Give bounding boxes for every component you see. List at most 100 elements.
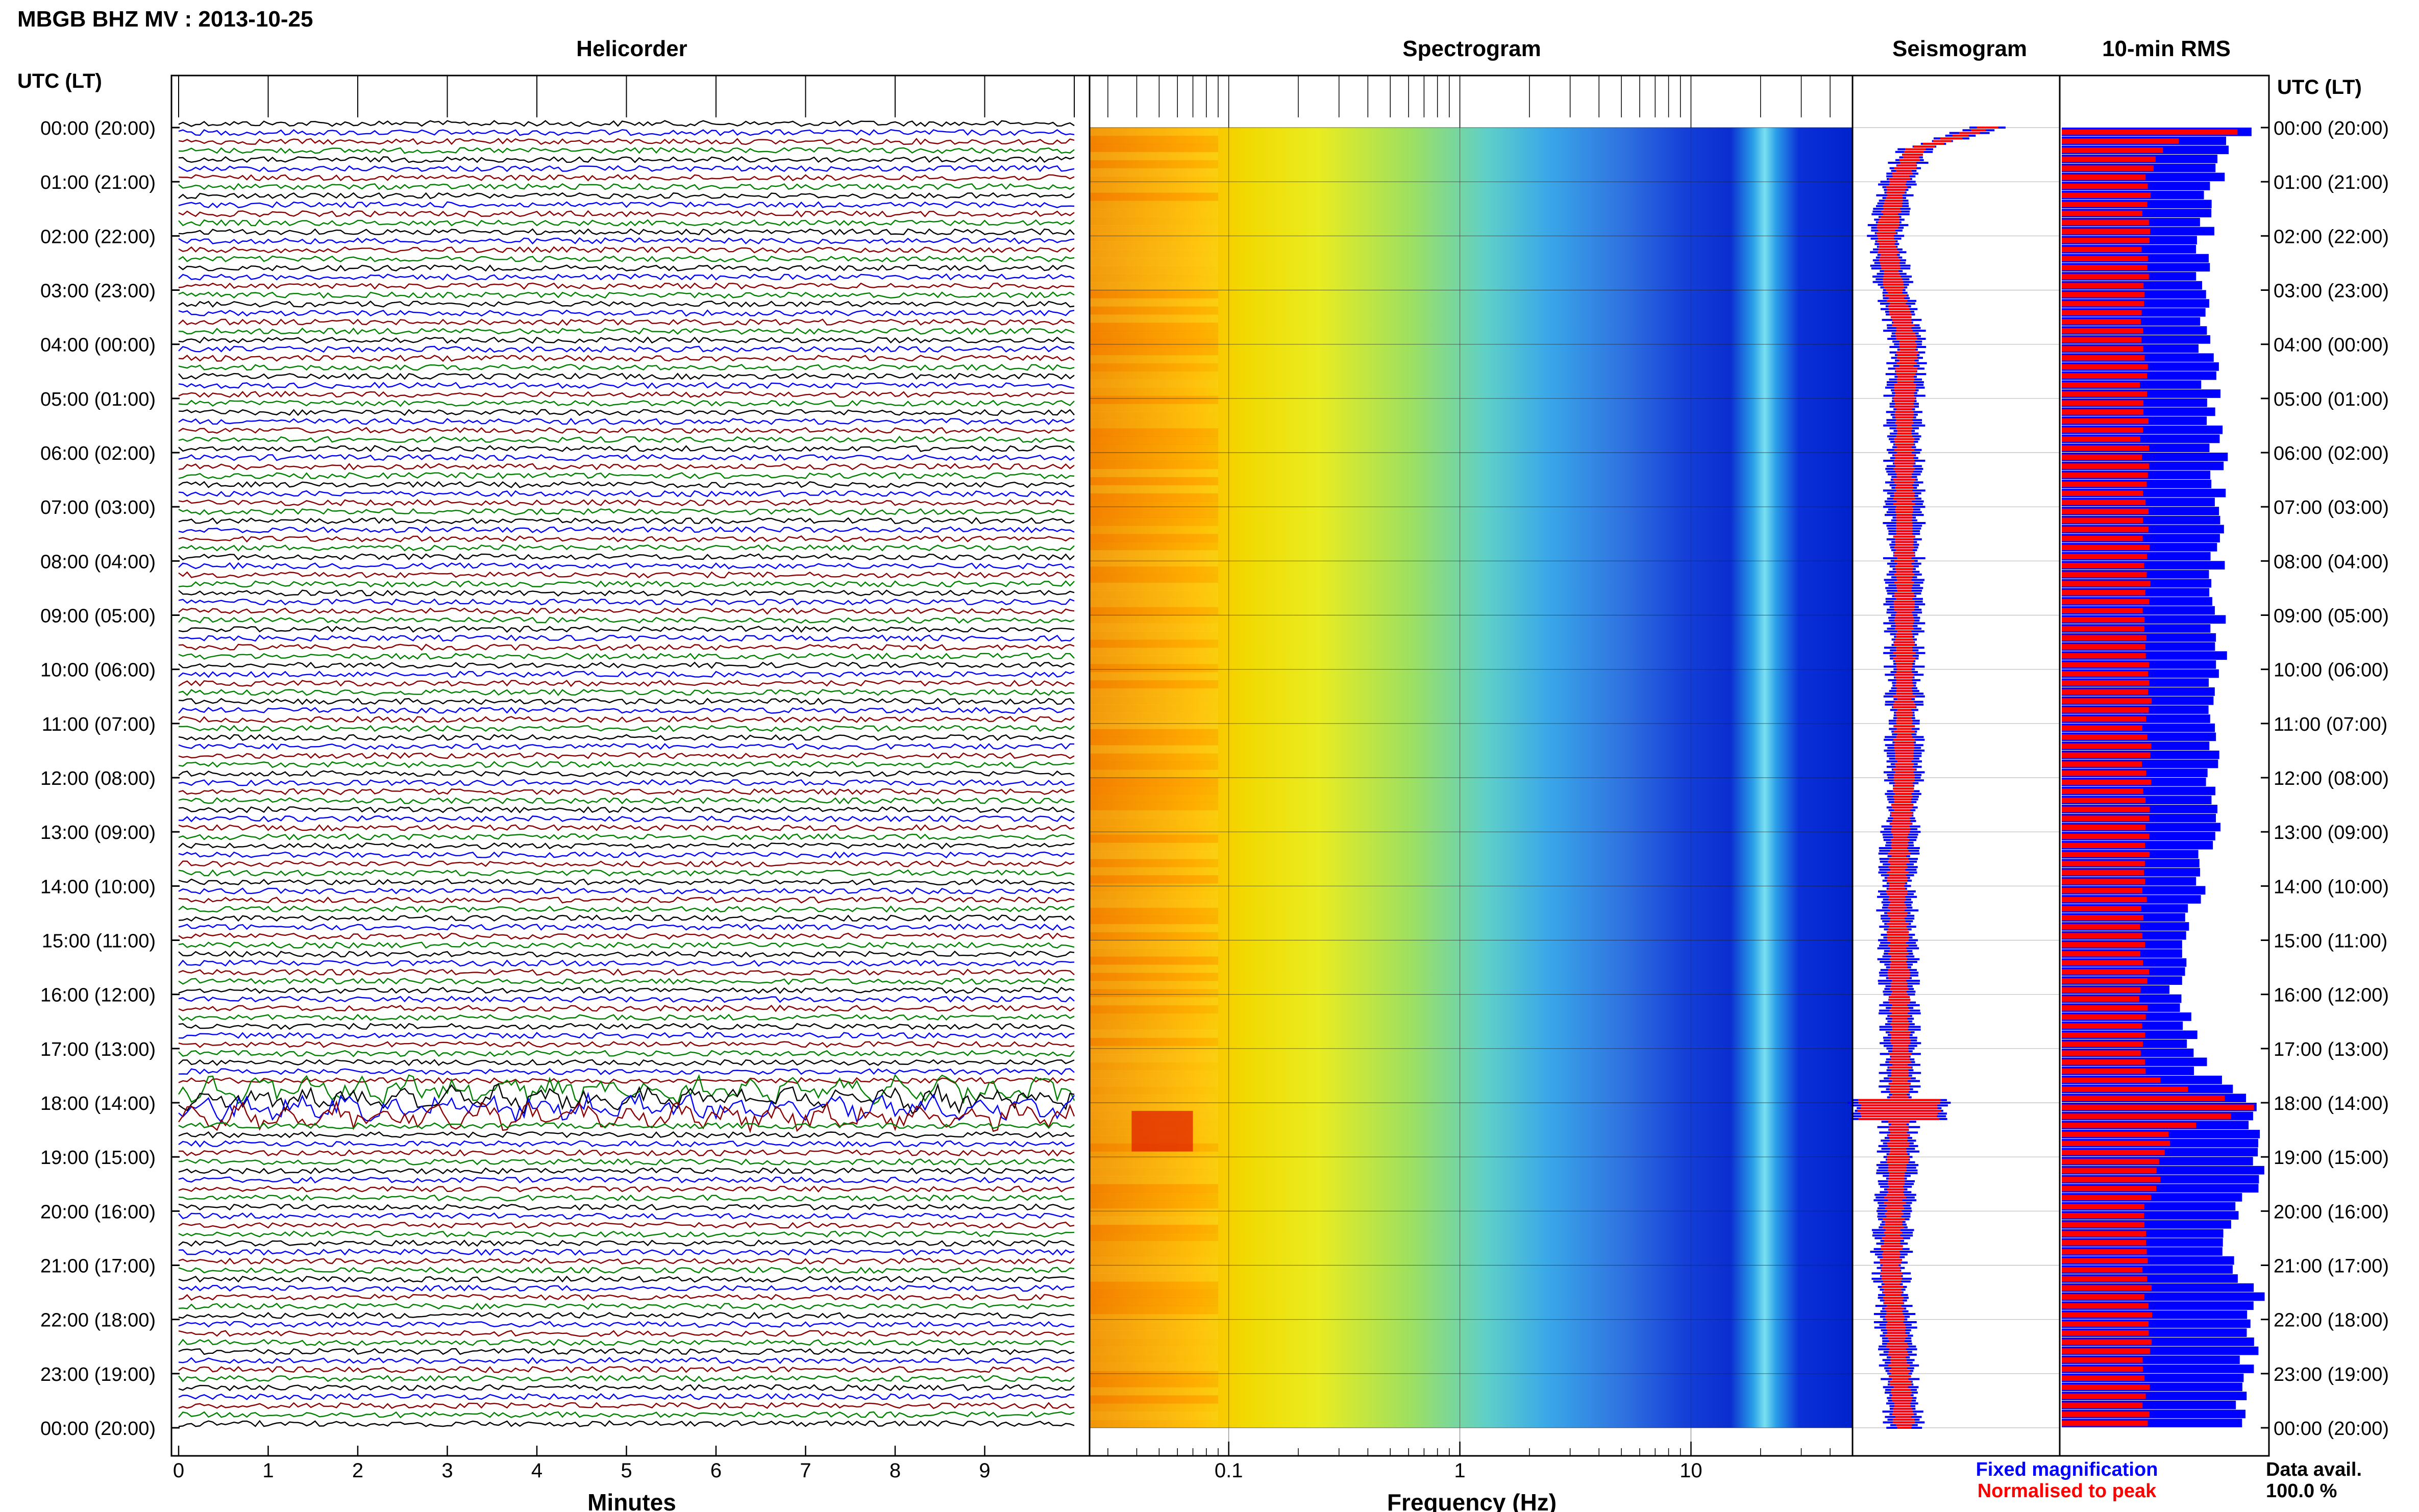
spectrogram-row	[1090, 810, 1218, 819]
spectrogram-row	[1090, 152, 1218, 161]
spectrogram-row	[1090, 1338, 1218, 1347]
spectrogram-row	[1090, 656, 1218, 664]
spectrogram-row	[1090, 1086, 1218, 1095]
spectrogram-row	[1090, 241, 1218, 250]
spectrogram-row	[1090, 802, 1218, 811]
spectrogram-row	[1090, 143, 1218, 153]
rms-bar-normalised	[2062, 1312, 2152, 1318]
rms-bar-normalised	[2062, 156, 2156, 162]
helicorder-trace	[178, 544, 1075, 552]
helicorder-trace	[178, 905, 1075, 913]
helicorder-trace	[178, 264, 1075, 272]
rms-bar-normalised	[2062, 960, 2143, 966]
time-label-left: 01:00 (21:00)	[40, 172, 156, 193]
rms-bar-normalised	[2062, 879, 2145, 884]
rms-bar-normalised	[2062, 1348, 2150, 1354]
spectrogram-row	[1090, 590, 1218, 600]
spectrogram-row	[1090, 225, 1218, 234]
spectrogram-row	[1090, 639, 1218, 648]
time-label-right: 22:00 (18:00)	[2274, 1310, 2389, 1331]
spectrogram-row	[1090, 184, 1218, 193]
spectrogram-row	[1090, 1054, 1218, 1062]
time-label-right: 00:00 (20:00)	[2274, 1418, 2389, 1440]
spectrogram-row	[1090, 834, 1218, 843]
rms-bar-normalised	[2062, 1141, 2170, 1146]
spectrogram-row	[1090, 168, 1218, 177]
helicorder-trace	[178, 1330, 1075, 1337]
helicorder-trace	[178, 282, 1075, 290]
rms-bar-normalised	[2062, 319, 2141, 325]
spectrogram-row	[1090, 1029, 1218, 1038]
helicorder-trace	[178, 445, 1075, 452]
spectrogram-row	[1090, 534, 1218, 542]
rms-bar-normalised	[2062, 400, 2144, 406]
spectrogram-row	[1090, 233, 1218, 242]
rms-bar-normalised	[2062, 1077, 2161, 1083]
spectrogram-title: Spectrogram	[1402, 36, 1541, 61]
rms-bar-normalised	[2062, 292, 2145, 298]
time-label-right: 01:00 (21:00)	[2274, 172, 2389, 193]
spectrogram-panel	[1089, 75, 1854, 1457]
spectrogram-row	[1090, 1241, 1218, 1250]
frequency-tick-label: 0.1	[1215, 1459, 1243, 1482]
time-axis-right: 00:00 (20:00) 01:00 (21:00) 02:00 (22:00) 0…	[2261, 118, 2389, 1440]
spectrogram-row	[1090, 1095, 1218, 1103]
rms-bar-normalised	[2062, 689, 2149, 695]
rms-bar-normalised	[2062, 463, 2149, 469]
helicorder-trace	[178, 129, 1075, 136]
rms-bar-normalised	[2062, 833, 2150, 839]
helicorder-trace	[178, 237, 1075, 245]
helicorder-panel	[170, 75, 1091, 1457]
rms-bar-normalised	[2062, 1086, 2188, 1092]
rms-bar-normalised	[2062, 1222, 2145, 1228]
rms-bar-normalised	[2062, 1420, 2148, 1426]
rms-bar-normalised	[2062, 1204, 2144, 1209]
spectrogram-row	[1090, 664, 1218, 673]
rms-bar-normalised	[2062, 256, 2148, 261]
time-label-right: 02:00 (22:00)	[2274, 226, 2389, 247]
spectrogram-row	[1090, 859, 1218, 867]
helicorder-trace	[178, 1384, 1075, 1392]
spectrogram-row	[1090, 1362, 1218, 1372]
rms-bar-normalised	[2062, 779, 2152, 785]
helicorder-trace	[178, 562, 1075, 570]
helicorder-trace	[178, 1230, 1075, 1238]
helicorder-trace	[178, 147, 1075, 154]
spectrogram-row	[1090, 1411, 1218, 1420]
helicorder-trace	[178, 698, 1075, 705]
spectrogram-row	[1090, 306, 1218, 315]
rms-bar-normalised	[2062, 1150, 2165, 1155]
helicorder-trace	[178, 291, 1075, 299]
helicorder-trace	[178, 318, 1075, 326]
rms-bar-normalised	[2062, 517, 2143, 524]
spectrogram-row	[1090, 412, 1218, 420]
rms-bar-normalised	[2062, 626, 2144, 632]
helicorder-trace	[178, 174, 1075, 182]
helicorder-trace	[178, 1004, 1075, 1012]
helicorder-title: Helicorder	[576, 36, 687, 61]
spectrogram-row	[1090, 1232, 1218, 1242]
helicorder-trace	[178, 382, 1075, 389]
spectrogram-row	[1090, 973, 1218, 981]
rms-bar-normalised	[2062, 1375, 2145, 1381]
rms-bar-normalised	[2062, 825, 2146, 830]
rms-bar-normalised	[2062, 806, 2150, 812]
spectrogram-row	[1090, 501, 1218, 510]
helicorder-trace	[178, 680, 1075, 687]
spectrogram-row	[1090, 323, 1218, 331]
helicorder-trace	[178, 201, 1075, 209]
spectrogram-row	[1090, 794, 1218, 803]
rms-bar-normalised	[2062, 951, 2140, 957]
time-label-left: 04:00 (00:00)	[40, 335, 156, 356]
rms-bar-normalised	[2062, 1267, 2143, 1273]
rms-bar-normalised	[2062, 508, 2149, 514]
rms-bar-normalised	[2062, 472, 2148, 478]
utc-label-left: UTC (LT)	[17, 70, 102, 92]
helicorder-trace	[178, 1131, 1075, 1139]
time-label-left: 15:00 (11:00)	[42, 931, 156, 952]
rms-bar-normalised	[2062, 860, 2145, 866]
rms-bar-normalised	[2062, 1411, 2150, 1417]
rms-bar-normalised	[2062, 454, 2142, 460]
spectrogram-row	[1090, 704, 1218, 713]
helicorder-trace	[178, 887, 1075, 895]
